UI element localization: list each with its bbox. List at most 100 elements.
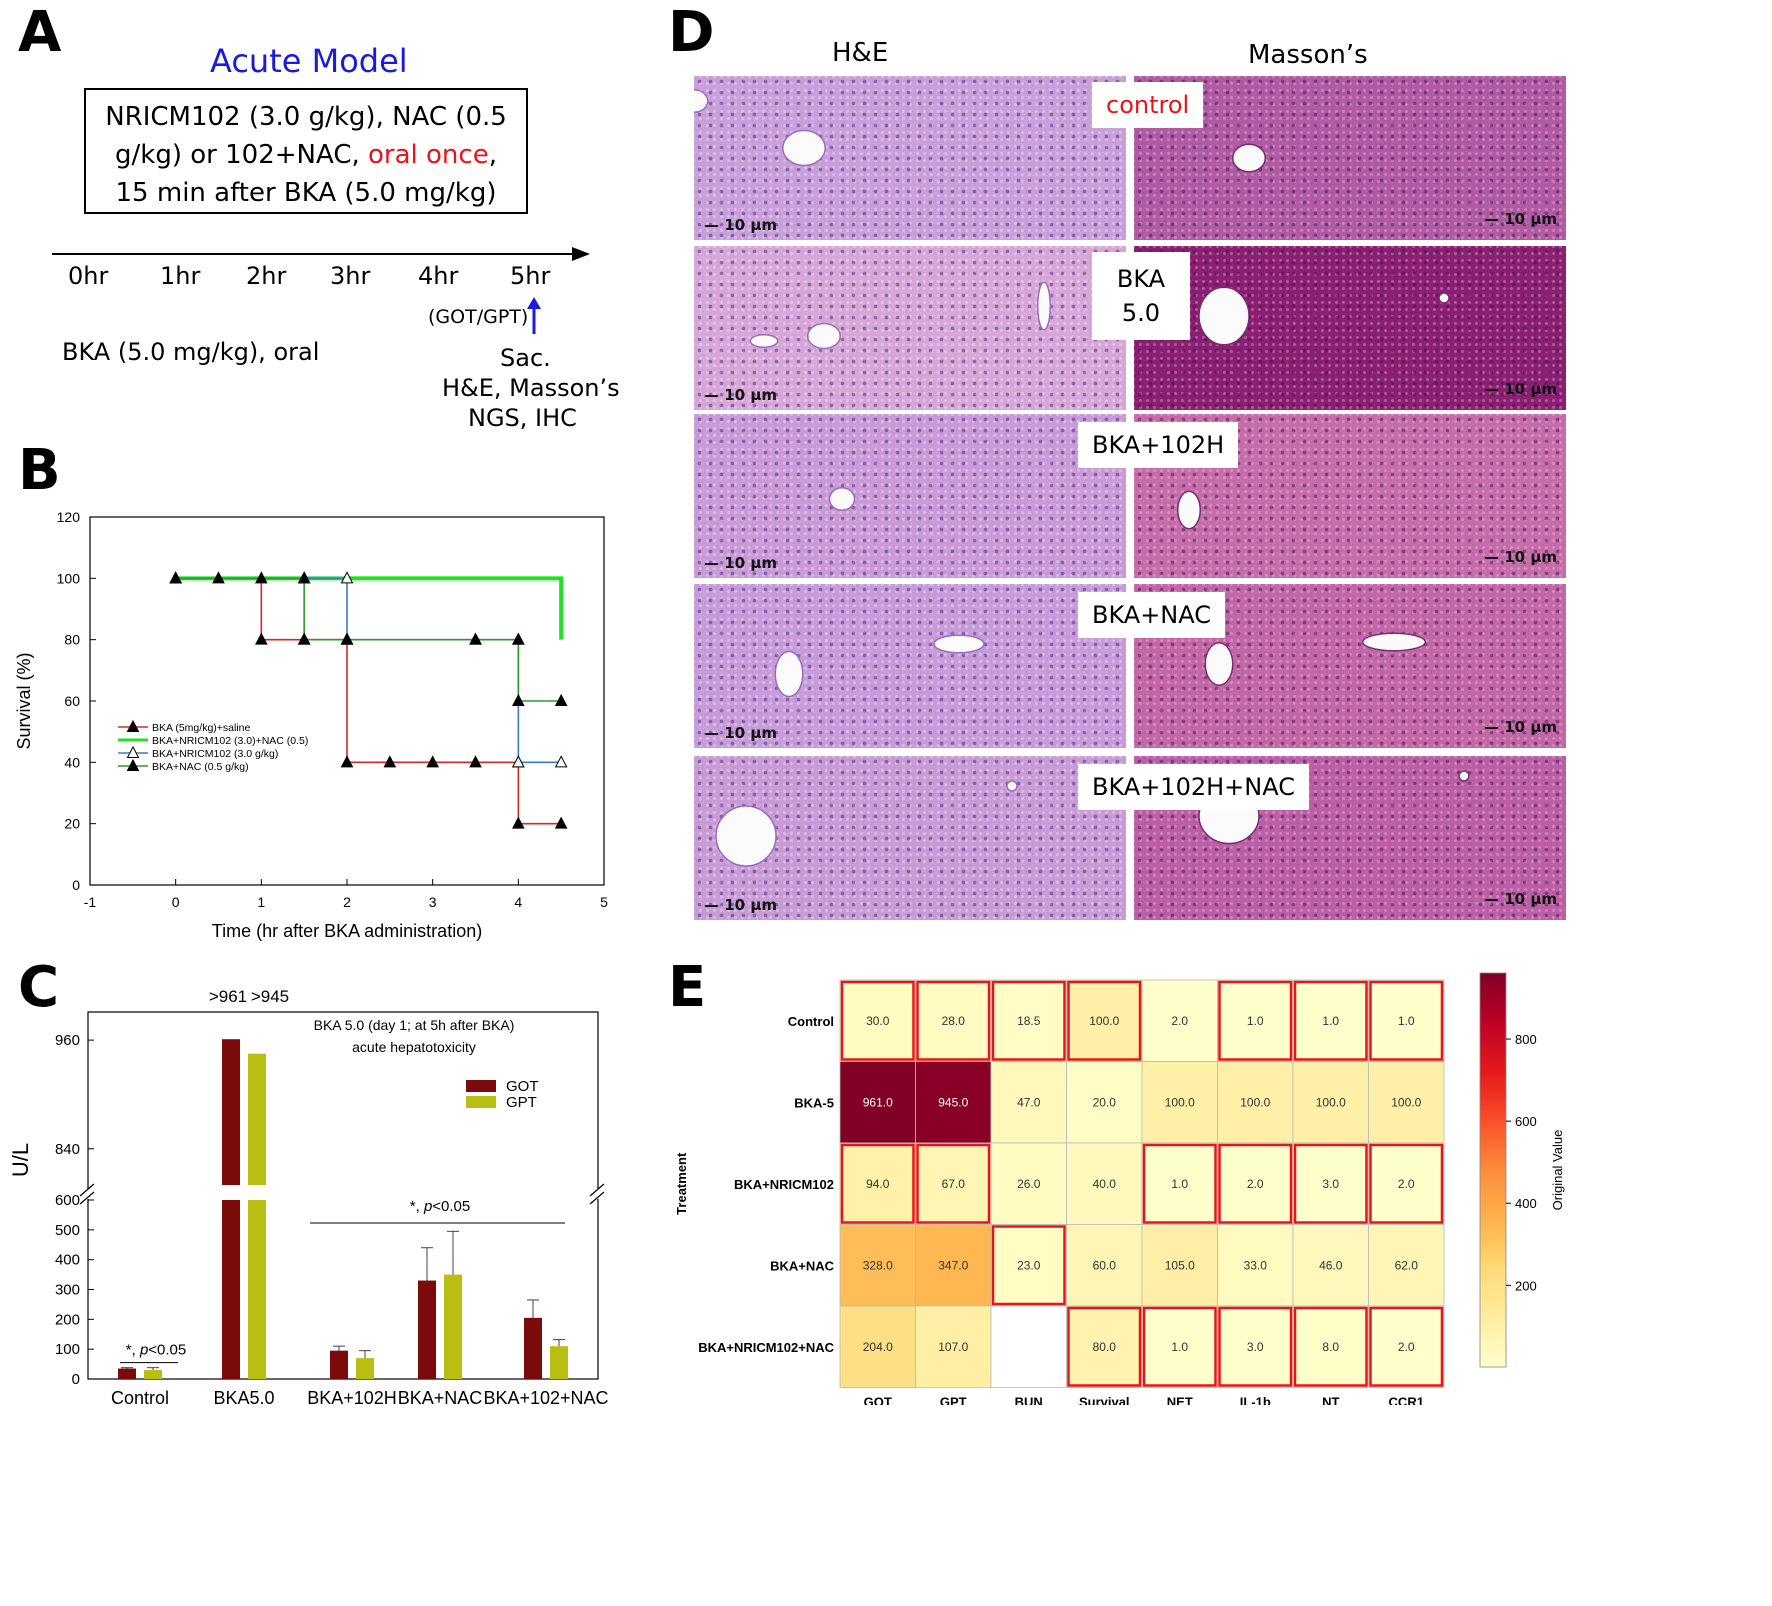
x-tick-label: 0 [172, 894, 180, 910]
heatmap-value: 347.0 [938, 1258, 968, 1272]
heatmap-column-label: GPT [940, 1395, 967, 1406]
heatmap-highlight [916, 1143, 991, 1224]
heatmap-cell [1141, 1142, 1218, 1225]
bar-gpt [248, 1053, 266, 1185]
heatmap-value: 80.0 [1093, 1340, 1117, 1354]
colorbar-label: Original Value [1550, 1130, 1565, 1211]
heatmap-highlight [1293, 980, 1368, 1061]
heatmap-row-label: BKA+NAC [770, 1258, 835, 1273]
timeline-0hr: 0hr [68, 262, 109, 290]
y-tick-label: 400 [55, 1252, 80, 1269]
heatmap-cell [1066, 1224, 1143, 1307]
panel-label-c: C [18, 955, 60, 1020]
scale-bar-label: — 10 μm [1484, 890, 1557, 908]
vessel-lumen [715, 805, 777, 867]
heatmap-value: 67.0 [942, 1177, 966, 1191]
bar-got [118, 1368, 136, 1379]
heatmap-value: 1.0 [1171, 1177, 1188, 1191]
heatmap-value: 33.0 [1244, 1258, 1268, 1272]
y-tick-label: 960 [55, 1032, 80, 1049]
row-label: BKA 5.0 [1092, 252, 1190, 340]
vessel-lumen [749, 334, 779, 348]
timeline-axis [52, 247, 590, 261]
vessel-lumen [933, 634, 985, 654]
heatmap-value: 2.0 [1171, 1014, 1188, 1028]
heatmap-column-label: GOT [864, 1395, 892, 1406]
vessel-lumen [774, 650, 804, 698]
panel-label-a: A [18, 0, 62, 65]
heatmap-cell [915, 1305, 992, 1388]
plot-frame [87, 1011, 599, 1380]
he-micrograph: — 10 μm [694, 414, 1126, 578]
legend-entry: GOT [506, 1078, 539, 1095]
survival-point [169, 571, 182, 584]
heatmap-cell [839, 1061, 916, 1144]
scale-bar-label: — 10 μm [1484, 718, 1557, 736]
heatmap-cell [1368, 1061, 1445, 1144]
heatmap-value: 1.0 [1171, 1340, 1188, 1354]
vessel-lumen [807, 322, 841, 350]
he-micrograph: — 10 μm [694, 246, 1126, 410]
summary-heatmap: Control 30.0 28.0 18.5 100.0 2.0 1.0 1.0 1.0 BKA-… [674, 972, 1565, 1406]
heatmap-value: 328.0 [863, 1258, 893, 1272]
significance-label-control: *, p<0.05 [126, 1342, 187, 1359]
scale-bar-label: — 10 μm [704, 724, 777, 742]
heatmap-value: 47.0 [1017, 1095, 1041, 1109]
heatmap-value: 8.0 [1322, 1340, 1339, 1354]
heatmap-cell [839, 1305, 916, 1388]
heatmap-column-label: NT [1322, 1395, 1339, 1406]
heatmap-cell [1066, 1142, 1143, 1225]
x-category-label: BKA5.0 [213, 1388, 274, 1408]
heatmap-value: 100.0 [1316, 1095, 1346, 1109]
survival-point [340, 755, 354, 768]
timeline-1hr: 1hr [160, 262, 201, 290]
legend-entry: BKA+NRICM102 (3.0)+NAC (0.5) [152, 735, 308, 747]
heatmap-cell [1066, 1305, 1143, 1388]
survival-point [383, 755, 397, 768]
heatmap-value: 60.0 [1093, 1258, 1117, 1272]
colorbar-tick-label: 600 [1515, 1114, 1537, 1129]
x-tick-label: 3 [429, 894, 437, 910]
heatmap-cell [1141, 1224, 1218, 1307]
bar-got [330, 1350, 348, 1379]
heatmap-highlight [1369, 1143, 1444, 1224]
y-tick-label: 100 [57, 570, 81, 586]
heatmap-cell [915, 1224, 992, 1307]
heatmap-value: 3.0 [1247, 1340, 1264, 1354]
y-tick-label: 0 [72, 1371, 80, 1388]
heatmap-highlight [1293, 1306, 1368, 1387]
vessel-lumen [1037, 281, 1051, 331]
histology-grid: — 10 μm — 10 μm control — 10 μm — 10 μm BKA 5… [694, 76, 1566, 920]
heatmap-highlight [991, 1225, 1066, 1306]
survival-line-0 [175, 577, 562, 825]
x-category-label: BKA+NAC [398, 1388, 483, 1408]
row-label: BKA+102H+NAC [1078, 764, 1309, 810]
chart-subtitle: acute hepatotoxicity [352, 1039, 476, 1055]
legend-entry: BKA+NRICM102 (3.0 g/kg) [152, 748, 278, 760]
heatmap-value: 2.0 [1247, 1177, 1264, 1191]
scale-bar-label: — 10 μm [704, 554, 777, 572]
masson-micrograph: — 10 μm [1134, 246, 1566, 410]
he-micrograph: — 10 μm [694, 756, 1126, 920]
vessel-lumen [828, 487, 856, 511]
heatmap-value: 100.0 [1165, 1095, 1195, 1109]
he-micrograph: — 10 μm [694, 76, 1126, 240]
column-masson-label: Masson’s [1248, 40, 1368, 70]
survival-point [340, 632, 354, 645]
vessel-lumen [1362, 632, 1426, 652]
heatmap-cell [1141, 1061, 1218, 1144]
survival-point [554, 755, 568, 768]
axis-break-mark [79, 1191, 95, 1205]
colorbar-tick-label: 800 [1515, 1032, 1537, 1047]
y-tick-label: 40 [64, 754, 80, 770]
heatmap-highlight [1067, 1306, 1142, 1387]
survival-point [469, 755, 482, 768]
heatmap-value: 945.0 [938, 1095, 968, 1109]
survival-point [512, 816, 525, 829]
heatmap-value: 204.0 [863, 1340, 893, 1354]
heatmap-highlight [916, 980, 991, 1061]
y-tick-label: 80 [64, 632, 80, 648]
heatmap-column-label: CCR1 [1389, 1395, 1424, 1406]
legend-marker [126, 719, 140, 732]
